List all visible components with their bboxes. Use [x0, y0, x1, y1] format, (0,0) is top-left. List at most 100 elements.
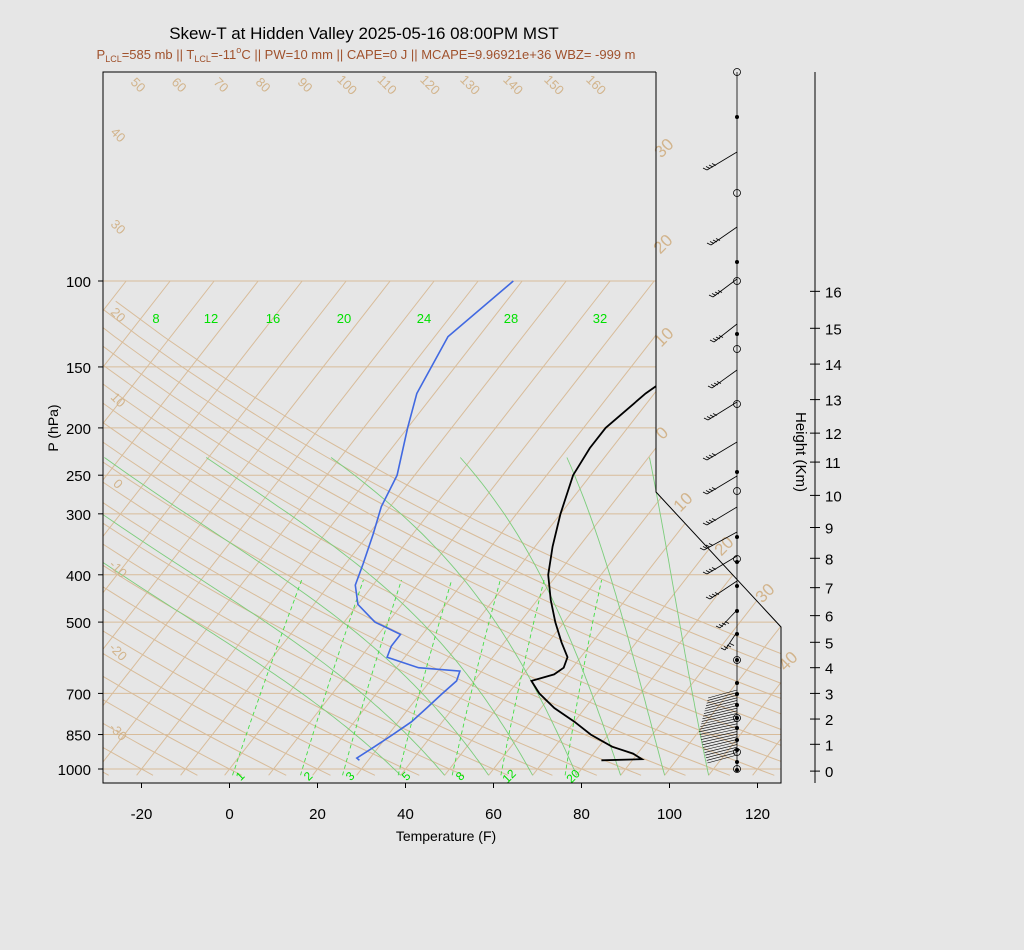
wind-barb-flag [708, 454, 714, 458]
wind-barb-low [705, 746, 738, 756]
dewpoint-line [354, 280, 514, 761]
isotherm-label: -20 [106, 640, 130, 664]
isotherm-label-top: 120 [417, 72, 443, 98]
wind-level-ring [733, 656, 741, 664]
isotherm [488, 280, 781, 776]
wind-barb-flag [703, 417, 709, 421]
wind-barb-flag [715, 625, 721, 629]
wind-barb-staff [707, 401, 738, 421]
wind-barb-low [704, 702, 738, 712]
wind-barb-flag [705, 490, 711, 493]
wind-barb-flag [723, 646, 729, 649]
p-tick-label: 500 [66, 615, 91, 632]
p-tick-label: 1000 [58, 762, 91, 779]
moist-adiabat-label: 24 [417, 311, 431, 326]
moist-adiabat-label: 32 [593, 311, 607, 326]
chart-series [354, 280, 781, 762]
isotherm-label-right: 20 [650, 231, 677, 258]
wind-barb-flag [707, 385, 713, 389]
wind-barb-flag [706, 242, 712, 246]
isotherm [103, 280, 435, 776]
chart-title: Skew-T at Hidden Valley 2025-05-16 08:00… [169, 24, 559, 43]
wind-level-dot [735, 760, 739, 764]
wind-barb-low [705, 697, 738, 707]
dry-adiabat [103, 300, 642, 776]
isotherm-label-top: 70 [211, 74, 232, 95]
wind-barb-staff [713, 323, 738, 343]
wind-barb-flag [709, 339, 715, 343]
wind-barb-flag [705, 521, 711, 524]
wind-barb-low [700, 718, 738, 727]
y-axis-label: P (hPa) [45, 404, 61, 451]
dry-adiabat [103, 300, 731, 776]
isotherm [224, 280, 611, 776]
p-tick-label: 850 [66, 728, 91, 745]
wind-barb-flag [702, 167, 708, 171]
isotherm-label: -30 [106, 720, 130, 744]
x-tick-label: 100 [657, 806, 682, 823]
wind-barb-flag [729, 643, 735, 646]
wind-barb-low [702, 736, 738, 746]
isotherm [400, 280, 781, 776]
wind-barb-staff [706, 555, 738, 575]
dry-adiabat [103, 300, 775, 776]
wind-barb-flag [721, 622, 727, 626]
moist-adiabat-label: 8 [152, 311, 159, 326]
moist-adiabat-label: 16 [266, 311, 280, 326]
height-tick-label: 11 [825, 455, 841, 472]
mixing-ratio-line [564, 579, 603, 776]
wind-barb-flag [715, 238, 721, 241]
height-tick-label: 3 [825, 686, 833, 703]
wind-barb-staff [706, 506, 738, 526]
dry-adiabat [103, 300, 420, 776]
wind-barb-flag [711, 518, 717, 521]
wind-barb-flag [724, 621, 730, 624]
dry-adiabat [103, 300, 287, 776]
height-tick-label: 16 [825, 284, 842, 301]
isotherm [708, 280, 781, 776]
wind-profile [698, 68, 741, 773]
isotherm-label: 30 [108, 216, 129, 237]
x-tick-label: 40 [397, 806, 414, 823]
isotherm-label-top: 60 [169, 74, 190, 95]
x-tick-label: 60 [485, 806, 502, 823]
mixing-ratio-line [397, 579, 453, 776]
height-tick-label: 9 [825, 521, 833, 538]
wind-barb-flag [720, 647, 726, 651]
wind-barb-low [699, 720, 738, 730]
mixing-ratio-label: 2 [301, 769, 316, 784]
moist-adiabat [103, 457, 445, 776]
wind-barb-low [703, 705, 738, 714]
wind-barb-flag [702, 546, 708, 549]
wind-barb-staff [719, 609, 738, 629]
wind-barb-low [701, 713, 738, 722]
isotherm-label: 40 [108, 124, 129, 145]
height-tick-label: 13 [825, 393, 842, 410]
dry-adiabat [103, 300, 781, 776]
isotherm-label: 20 [108, 304, 129, 325]
dry-adiabat [103, 300, 781, 776]
wind-barb-flag [705, 570, 711, 573]
isotherm [576, 280, 781, 776]
isotherm [356, 280, 743, 776]
isotherm-label-top: 110 [375, 72, 400, 97]
wind-barb-flag [726, 644, 732, 648]
x-axis-label: Temperature (F) [396, 828, 496, 844]
height-tick-label: 14 [825, 357, 842, 374]
wind-barb-flag [702, 571, 708, 575]
dry-adiabat [103, 300, 376, 776]
wind-barb-low [701, 731, 738, 740]
isotherm [103, 280, 259, 776]
wind-barb-low [699, 726, 738, 735]
mixing-ratio-line [300, 579, 364, 776]
dry-adiabat [103, 300, 331, 776]
height-tick-label: 0 [825, 764, 833, 781]
isotherm [444, 280, 781, 776]
height-tick-label: 12 [825, 426, 842, 443]
chart-frame [98, 71, 820, 788]
wind-level-dot [735, 535, 739, 539]
wind-barb-low [704, 744, 738, 753]
wind-barb-low [708, 689, 738, 699]
wind-barb-staff [712, 278, 738, 298]
